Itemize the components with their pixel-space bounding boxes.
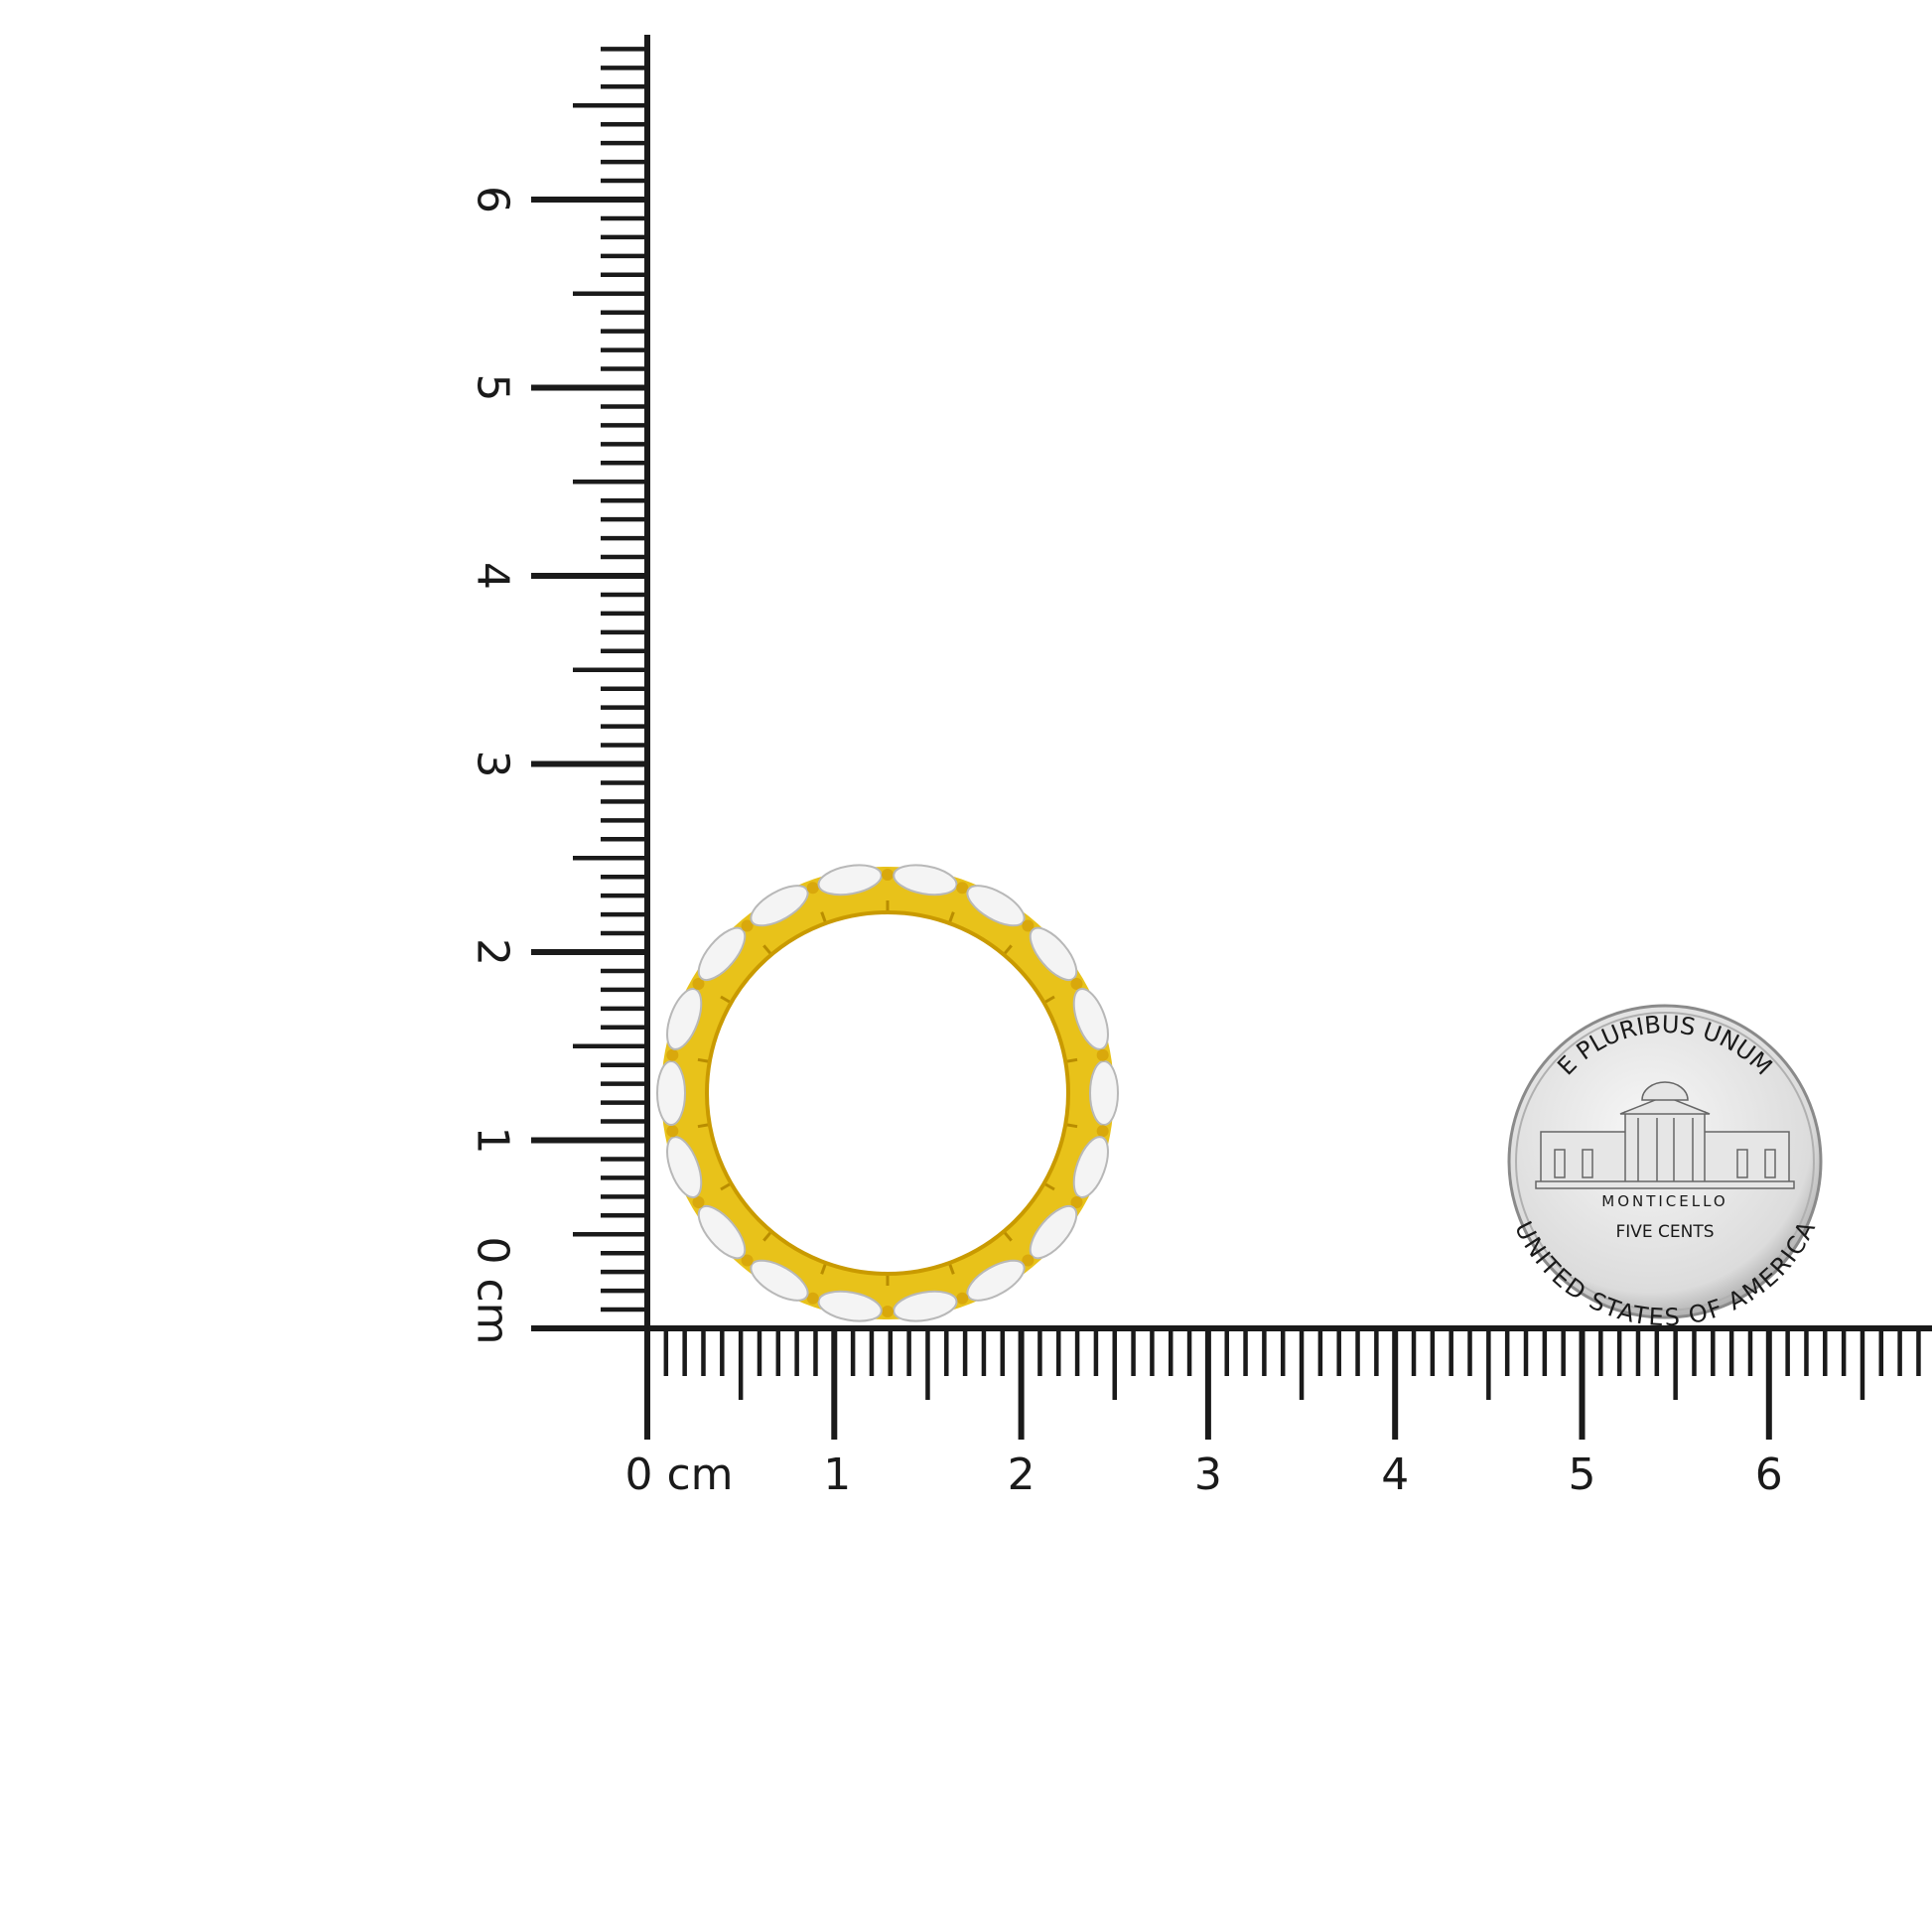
horizontal-ruler-label: 4 [1381,1449,1409,1500]
coin-building-text: MONTICELLO [1601,1192,1728,1210]
horizontal-ruler: 0 cm 1 2 3 4 5 6 [624,1325,1932,1500]
band-segment-line [720,1181,733,1191]
diamond-stone [750,885,809,927]
coin-value-text: FIVE CENTS [1615,1222,1714,1242]
horizontal-ruler-label: 0 cm [624,1449,733,1500]
diamond-stone [750,1259,809,1302]
prong [882,869,894,881]
horizontal-ruler-label: 5 [1569,1449,1596,1500]
prong [882,1306,894,1317]
prong [692,1196,705,1208]
diamond-stone [1072,987,1109,1050]
prong [666,1048,679,1061]
prong [741,1254,754,1267]
diamond-stone [817,864,883,897]
diamond-stone [966,885,1026,927]
prong [1070,1196,1083,1208]
band-segment-line [1002,944,1013,956]
prong [741,919,754,932]
vertical-ruler-label: 1 [468,1127,518,1155]
monticello-building-icon [1535,1081,1795,1189]
ring-inner-opening [705,910,1070,1276]
prong [666,1125,679,1138]
diamond-stone [1089,1060,1119,1126]
diamond-stone [697,926,747,981]
band-segment-line [762,944,773,956]
horizontal-ruler-label: 1 [823,1449,851,1500]
diamond-stone [817,1290,883,1322]
coin-image: E PLURIBUS UNUM MONTICELLO FIVE CENTS UN… [1507,1004,1823,1331]
diamond-stone [1072,1136,1109,1199]
prong [956,882,969,895]
horizontal-ruler-label: 2 [1008,1449,1035,1500]
vertical-ruler-label: 5 [468,374,518,402]
vertical-ruler: 0 cm 1 2 3 4 5 6 [468,35,650,1345]
prong [1096,1048,1109,1061]
prong [1022,1254,1035,1267]
diamond-stone [656,1060,686,1126]
vertical-ruler-label: 3 [468,751,518,778]
horizontal-ruler-label: 6 [1755,1449,1783,1500]
diamond-stone [666,1136,703,1199]
prong [1070,978,1083,990]
vertical-ruler-label: 4 [468,562,518,590]
prong [1022,919,1035,932]
prong [806,882,819,895]
diamond-stone [893,864,958,897]
diamond-stone [666,987,703,1050]
prong [806,1292,819,1305]
vertical-ruler-label: 0 cm [468,1236,518,1344]
horizontal-ruler-label: 3 [1194,1449,1222,1500]
prong [956,1292,969,1305]
prong [1096,1125,1109,1138]
diamond-stone [1029,926,1078,981]
band-segment-line [720,995,733,1005]
vertical-ruler-label: 2 [468,938,518,966]
diamond-stone [893,1290,958,1322]
diamond-stone [1029,1205,1078,1260]
prong [692,978,705,990]
vertical-ruler-label: 6 [468,186,518,213]
diamond-stone [697,1205,747,1260]
ring-image [656,864,1119,1322]
diamond-stone [966,1259,1026,1302]
